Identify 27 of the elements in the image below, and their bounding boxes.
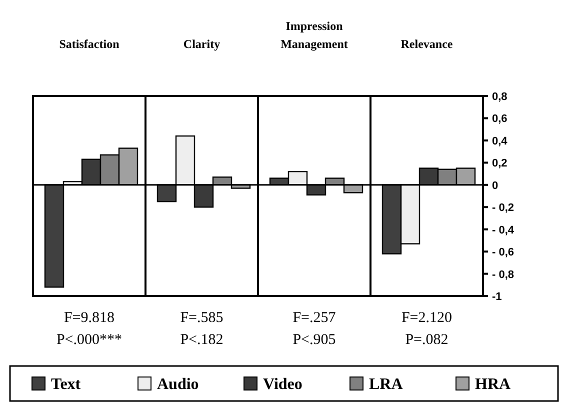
text: P<.000*** [56,332,122,348]
text: P<.905 [292,332,336,348]
y-tick-label: - 0,4 [492,224,515,236]
legend-label: Text [51,376,82,393]
y-tick-label: 0,2 [492,158,508,170]
y-tick-label: 0,4 [492,135,508,148]
y-tick-label: - 0,6 [492,246,514,259]
y-tick-label: -1 [492,291,502,303]
y-tick-label: 0,8 [492,91,508,103]
y-tick-label: - 0,8 [492,268,514,281]
x-tick-label: Satisfaction [59,37,120,51]
y-tick-label: 0,6 [492,113,508,126]
x-tick-label: Impression Management [280,19,348,51]
x-tick-label: Clarity [183,37,220,51]
text: F=2.120 [401,310,452,326]
text: P<.182 [180,332,224,348]
legend-label: HRA [475,376,511,393]
x-tick-label: Relevance [400,37,454,51]
legend-label: Video [263,376,302,393]
legend-label: Audio [157,376,199,393]
text: F=.585 [180,310,224,326]
y-tick-label: - 0,2 [492,202,514,214]
text: F=.257 [292,310,336,326]
legend-label: LRA [369,376,404,393]
text: P=.082 [405,332,448,348]
text: F=9.818 [64,310,115,326]
y-tick-label: 0 [492,180,498,192]
